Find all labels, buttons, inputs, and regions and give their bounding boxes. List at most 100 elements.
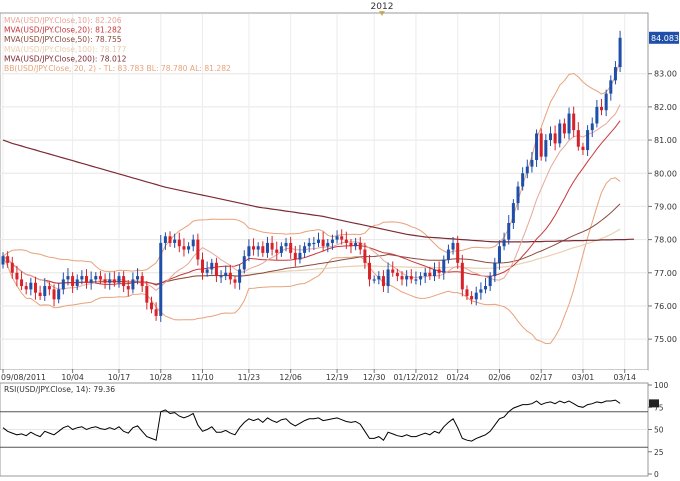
candle-body (265, 242, 269, 253)
legend-entry: MVA(USD/JPY.Close,200): 78.012 (4, 54, 127, 63)
mva20-line (2, 120, 621, 286)
y-tick-label: 81.00 (654, 136, 677, 145)
candle-body (600, 106, 604, 111)
candle-body (173, 239, 177, 243)
candle-body (270, 242, 274, 250)
candle-body (159, 242, 163, 316)
candle-body (590, 123, 594, 131)
rsi-label: RSI(USD/JPY.Close, 14): 79.36 (4, 385, 115, 394)
rsi-tick-label: 25 (654, 448, 664, 457)
candle-body (122, 276, 126, 287)
candle-body (89, 279, 93, 283)
y-tick-label: 83.00 (654, 70, 677, 79)
candle-body (256, 246, 260, 250)
candle-body (507, 223, 511, 240)
candle-body (465, 289, 469, 297)
candle-body (562, 123, 566, 134)
candle-body (33, 282, 37, 293)
candle-body (29, 282, 33, 290)
rsi-line (2, 399, 621, 442)
candle-body (140, 276, 144, 287)
candle-body (191, 239, 195, 247)
y-tick-label: 80.00 (654, 169, 677, 178)
candle-body (61, 279, 65, 290)
candle-body (52, 289, 56, 300)
candle-body (117, 276, 121, 283)
candle-body (275, 249, 279, 253)
candle-body (493, 262, 497, 277)
candle-body (511, 203, 515, 224)
y-tick-label: 77.00 (654, 269, 677, 278)
candle-body (205, 269, 209, 273)
legend-entry: MVA(USD/JPY.Close,20): 81.282 (4, 26, 122, 35)
candle-body (428, 272, 432, 277)
legend-entry: BB(USD/JPY.Close, 20, 2) - TL: 83.783 BL… (4, 64, 231, 73)
candle-body (437, 269, 441, 273)
candle-body (261, 246, 265, 253)
candle-body (293, 252, 297, 260)
candlesticks (1, 30, 622, 322)
x-tick-label: 01/12/2012 (393, 373, 438, 382)
candle-body (312, 242, 316, 245)
candle-body (284, 242, 288, 247)
x-tick-label: 02/17 (530, 373, 553, 382)
candle-body (405, 276, 409, 280)
candle-body (442, 259, 446, 273)
last-price-box (649, 31, 679, 44)
date-axis-strip (0, 370, 648, 382)
candle-body (47, 286, 51, 290)
rsi-tick-label: 100 (654, 381, 669, 390)
x-tick-label: 10/28 (150, 373, 173, 382)
candle-body (414, 279, 418, 281)
candle-body (279, 246, 283, 253)
candle-body (182, 246, 186, 250)
candle-body (544, 140, 548, 157)
candle-body (419, 276, 423, 280)
legend: MVA(USD/JPY.Close,10): 82.206MVA(USD/JPY… (4, 16, 231, 73)
candle-body (558, 123, 562, 144)
candle-body (168, 236, 172, 243)
candle-body (377, 276, 381, 280)
rsi-panel: RSI(USD/JPY.Close, 14): 79.36 100 75 50 25 0 (0, 381, 669, 479)
candle-body (108, 279, 112, 283)
candle-body (335, 236, 339, 240)
candle-body (177, 239, 181, 247)
candle-body (316, 239, 321, 243)
candle-body (242, 256, 246, 270)
candle-body (395, 272, 399, 277)
candle-body (303, 246, 307, 253)
candle-body (572, 113, 576, 131)
candle-body (530, 159, 534, 167)
x-tick-label: 10/17 (108, 373, 131, 382)
candle-body (321, 239, 325, 247)
candle-body (136, 276, 140, 280)
rsi-last-marker (649, 399, 659, 408)
candle-body (66, 276, 70, 280)
bb-upper-line (2, 59, 621, 272)
candle-body (326, 242, 330, 247)
candle-body (340, 236, 344, 240)
candle-body (228, 272, 232, 280)
candle-body (521, 173, 525, 187)
candle-body (502, 239, 506, 247)
candle-body (525, 166, 529, 174)
candle-body (423, 272, 427, 277)
bb-lower-line (2, 177, 621, 345)
candle-body (548, 133, 552, 141)
bollinger-bands (2, 59, 621, 345)
candle-body (451, 242, 455, 250)
candle-body (595, 106, 599, 124)
x-tick-label: 03/01 (572, 373, 595, 382)
candle-body (474, 292, 478, 300)
x-tick-label: 11/10 (191, 373, 214, 382)
candle-body (479, 289, 483, 293)
x-tick-label: 01/24 (446, 373, 469, 382)
candle-body (80, 276, 84, 280)
candle-body (618, 37, 622, 68)
candle-body (85, 276, 89, 283)
legend-entry: MVA(USD/JPY.Close,100): 78.177 (4, 45, 127, 54)
candle-body (98, 276, 102, 280)
candle-body (535, 133, 539, 160)
candle-body (576, 130, 580, 147)
